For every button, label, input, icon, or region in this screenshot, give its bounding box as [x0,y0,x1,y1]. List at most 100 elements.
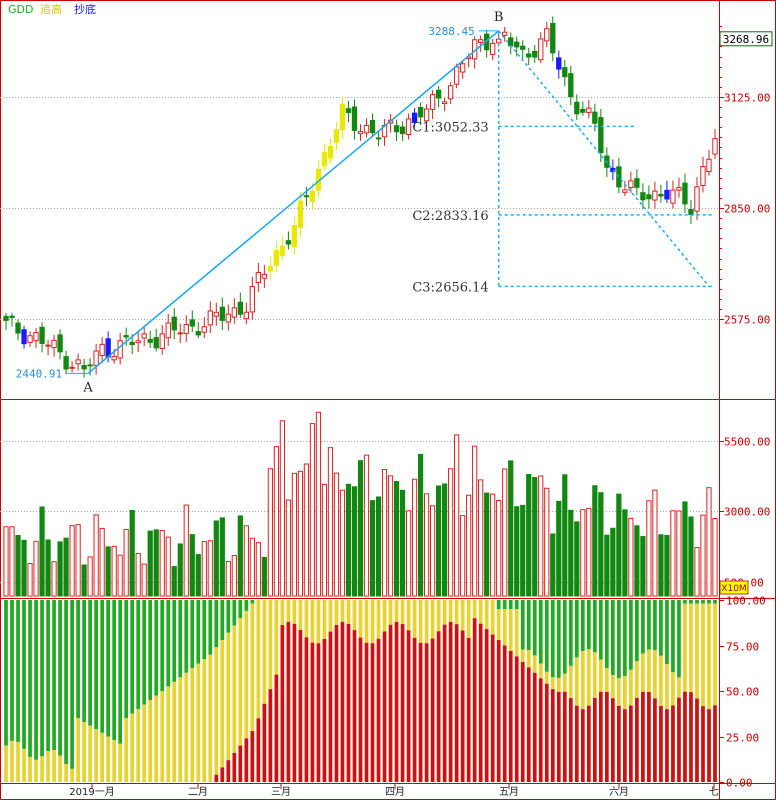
ratio-bar-green [713,600,717,604]
ratio-bar-green [76,600,80,719]
volume-bar [111,545,117,597]
ratio-bar-yellow [244,610,249,739]
candle-body [532,50,538,58]
ratio-bar-green [64,600,68,765]
volume-bar [27,563,33,597]
x-tick-label: 三月 [271,786,291,798]
volume-bar [57,541,63,597]
ratio-bar-yellow [142,704,147,782]
ratio-bar-yellow [256,600,261,719]
candle-body [75,359,81,365]
ratio-bar-red [334,624,339,782]
candle-body [634,178,640,188]
x-tick-label: 2019一月 [69,786,114,798]
ratio-bar-red [322,638,327,782]
candle-body [550,22,556,54]
ratio-bar-red [695,698,699,782]
ratio-bar-green [94,600,98,730]
ratio-bar-red [430,638,435,782]
fib-level-label: C1:3052.33 [412,120,488,135]
ratio-bar-green [653,600,657,651]
ratio-bar-red [286,621,291,782]
candle-body [123,335,129,338]
volume-bar [586,507,592,597]
candle-body [141,333,147,339]
point-a-value: 2440.91 [16,367,62,380]
ratio-bar-green [52,600,56,751]
ratio-bar-red [689,692,693,782]
candle-body [598,117,604,154]
volume-bar [526,473,532,597]
volume-bar [460,515,466,597]
candle-body [303,195,310,198]
ratio-bar-yellow [4,745,8,782]
candle-body [652,190,658,201]
candle-body [694,186,700,212]
ratio-bar-red [274,674,279,782]
candle-body [369,119,376,134]
volume-bar [237,515,243,597]
ratio-bar-red [538,678,543,782]
ratio-bar-green [701,600,705,604]
volume-bar [117,554,123,597]
ratio-bar-yellow [394,600,399,622]
ratio-bar-yellow [310,600,315,643]
candle-body [183,324,189,335]
ratio-bar-yellow [406,600,411,631]
ratio-bar-yellow [76,718,80,782]
volume-tick-label: 3000.00 [724,506,770,519]
ratio-bar-green [629,600,633,670]
ratio-bar-red [328,631,333,782]
ratio-bar-yellow [418,600,423,643]
ratio-bar-yellow [64,764,68,782]
ratio-bar-yellow [635,661,639,698]
ratio-bar-green [46,600,50,752]
ratio-bar-red [623,709,627,782]
candle-body [538,38,544,61]
ratio-bar-yellow [346,600,351,624]
ratio-bar-green [190,600,195,669]
ratio-bar-red [412,637,417,782]
volume-bar [99,527,105,597]
ratio-bar-yellow [442,600,447,625]
candle-body [15,322,21,334]
ratio-bar-yellow [412,600,417,638]
ratio-bar-yellow [250,603,255,732]
ratio-bar-red [604,691,609,782]
ratio-bar-yellow [400,600,405,625]
ratio-bar-red [496,640,501,782]
ratio-bar-red [418,642,423,782]
ratio-bar-yellow [88,725,92,782]
ratio-bar-green [244,600,249,611]
volume-bar [442,483,448,597]
ratio-bar-yellow [202,659,207,782]
volume-bar [285,499,292,597]
candle-body [243,311,250,320]
candle-body [423,108,430,122]
volume-bar [580,509,586,597]
ratio-bar-red [671,705,675,782]
ratio-bar-yellow [707,603,711,710]
volume-bar [532,477,538,597]
candle-body [201,326,207,333]
volume-bar [634,525,640,597]
candle-body [135,340,141,344]
ratio-bar-yellow [16,741,20,782]
ratio-bar-yellow [586,649,591,706]
volume-bar [448,468,454,597]
volume-bar [207,540,213,597]
volume-bar [405,510,412,597]
candle-body [33,332,39,342]
point-b-label: B [494,10,504,25]
ratio-bar-green [526,600,531,651]
ratio-bar-red [280,625,285,782]
volume-bar [123,528,129,597]
volume-bar [87,556,93,597]
ratio-bar-green [707,600,711,604]
ratio-bar-red [268,689,273,782]
fan-line [498,30,710,287]
candle-body [321,151,328,167]
candle-body [610,167,616,173]
ratio-bar-yellow [334,600,339,625]
